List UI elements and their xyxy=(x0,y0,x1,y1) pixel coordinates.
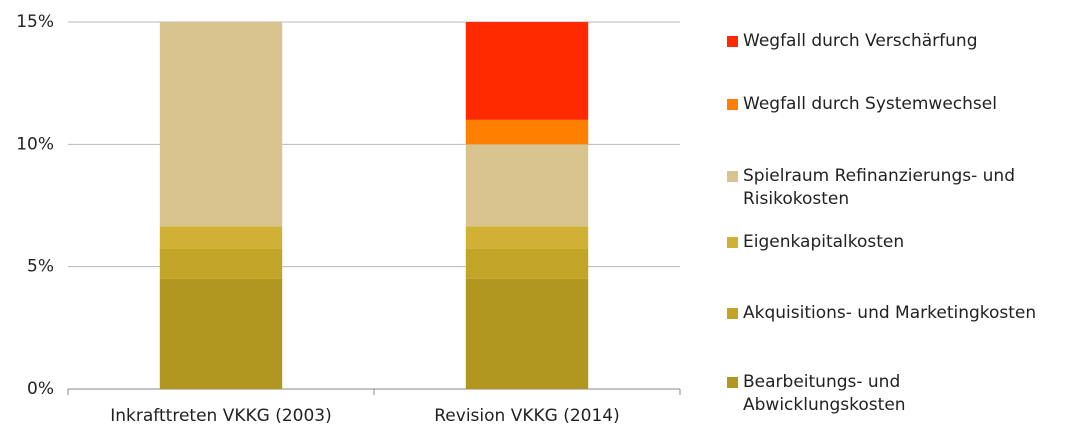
legend-item: Wegfall durch Verschärfung xyxy=(727,30,1067,53)
bar-segment xyxy=(159,278,283,389)
bar-segment xyxy=(465,226,589,249)
legend-item: Wegfall durch Systemwechsel xyxy=(727,93,1067,116)
y-tick-label: 0% xyxy=(27,379,54,399)
legend-label: Akquisitions- und Marketingkosten xyxy=(743,303,1037,323)
legend-item: Eigenkapitalkosten xyxy=(727,231,1067,254)
legend-swatch xyxy=(727,171,738,182)
y-tick-label: 15% xyxy=(16,12,54,32)
y-tick-label: 5% xyxy=(27,257,54,277)
bar-segment xyxy=(159,248,283,279)
x-tick-label: Revision VKKG (2014) xyxy=(434,406,619,426)
legend-label: Spielraum Refinanzierungs- und Risikokos… xyxy=(743,166,1015,209)
legend-swatch xyxy=(727,36,738,47)
legend-item: Spielraum Refinanzierungs- und Risikokos… xyxy=(727,165,1037,211)
legend-label: Bearbeitungs- und Abwicklungskosten xyxy=(743,372,906,415)
chart: 0% 5% 10% 15% Inkrafttreten VKKG (2003) Revis… xyxy=(16,12,681,426)
legend-swatch xyxy=(727,377,738,388)
legend-item: Bearbeitungs- und Abwicklungskosten xyxy=(727,371,917,417)
legend-swatch xyxy=(727,237,738,248)
legend-swatch xyxy=(727,308,738,319)
bar-segment xyxy=(465,119,589,145)
bar-segment xyxy=(159,226,283,249)
bar-segment xyxy=(465,144,589,227)
bar-segment xyxy=(159,22,283,227)
legend-item: Akquisitions- und Marketingkosten xyxy=(727,302,1077,325)
legend-label: Wegfall durch Systemwechsel xyxy=(743,94,997,114)
bar-segment xyxy=(465,22,589,120)
bar-segment xyxy=(465,248,589,279)
legend-swatch xyxy=(727,99,738,110)
legend-label: Eigenkapitalkosten xyxy=(743,232,905,252)
x-tick-label: Inkrafttreten VKKG (2003) xyxy=(110,406,331,426)
legend-label: Wegfall durch Verschärfung xyxy=(743,31,978,51)
y-tick-label: 10% xyxy=(16,134,54,154)
bar-segment xyxy=(465,278,589,389)
